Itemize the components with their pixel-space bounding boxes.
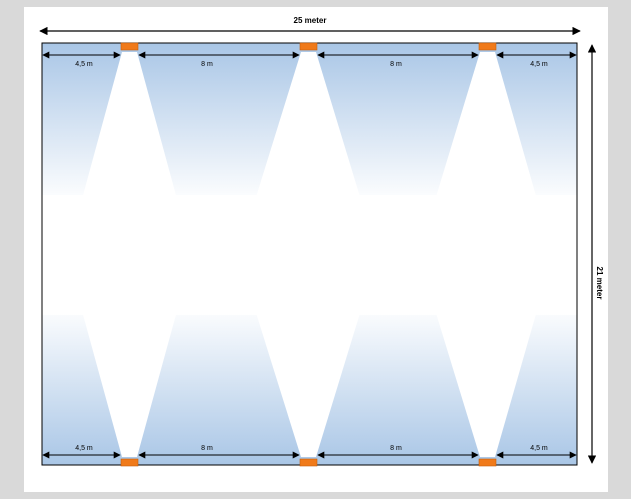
top-spacing-label-2: 8 m	[201, 61, 213, 68]
top-spacing-dimensions: 4,5 m 8 m 8 m 4,5 m	[42, 51, 577, 68]
center-bright-zone	[42, 195, 577, 315]
overall-width-label: 25 meter	[294, 16, 327, 25]
top-beam-3	[432, 52, 540, 210]
top-spacing-label-1: 4,5 m	[75, 61, 93, 68]
bottom-spacing-label-4: 4,5 m	[530, 445, 548, 452]
overall-height-label: 21 meter	[595, 267, 604, 300]
top-fixtures	[120, 42, 497, 51]
light-fixture-icon	[120, 42, 139, 51]
bottom-spacing-label-2: 8 m	[201, 445, 213, 452]
light-fixture-icon	[478, 458, 497, 467]
light-fixture-icon	[299, 42, 318, 51]
overall-height-dimension: 21 meter	[587, 44, 604, 464]
overall-width-dimension: 25 meter	[39, 16, 581, 36]
top-beam-1	[79, 52, 180, 210]
bottom-spacing-label-3: 8 m	[390, 445, 402, 452]
bottom-spacing-label-1: 4,5 m	[75, 445, 93, 452]
bottom-spacing-dimensions: 4,5 m 8 m 8 m 4,5 m	[42, 445, 577, 459]
top-spacing-label-4: 4,5 m	[530, 61, 548, 68]
bottom-beam-3	[432, 300, 540, 457]
bottom-beam-1	[79, 300, 180, 457]
top-spacing-label-3: 8 m	[390, 61, 402, 68]
light-fixture-icon	[120, 458, 139, 467]
top-beam-2	[252, 52, 364, 210]
light-beams	[42, 52, 577, 457]
bottom-fixtures	[120, 458, 497, 467]
light-fixture-icon	[478, 42, 497, 51]
bottom-beam-2	[252, 300, 364, 457]
light-fixture-icon	[299, 458, 318, 467]
